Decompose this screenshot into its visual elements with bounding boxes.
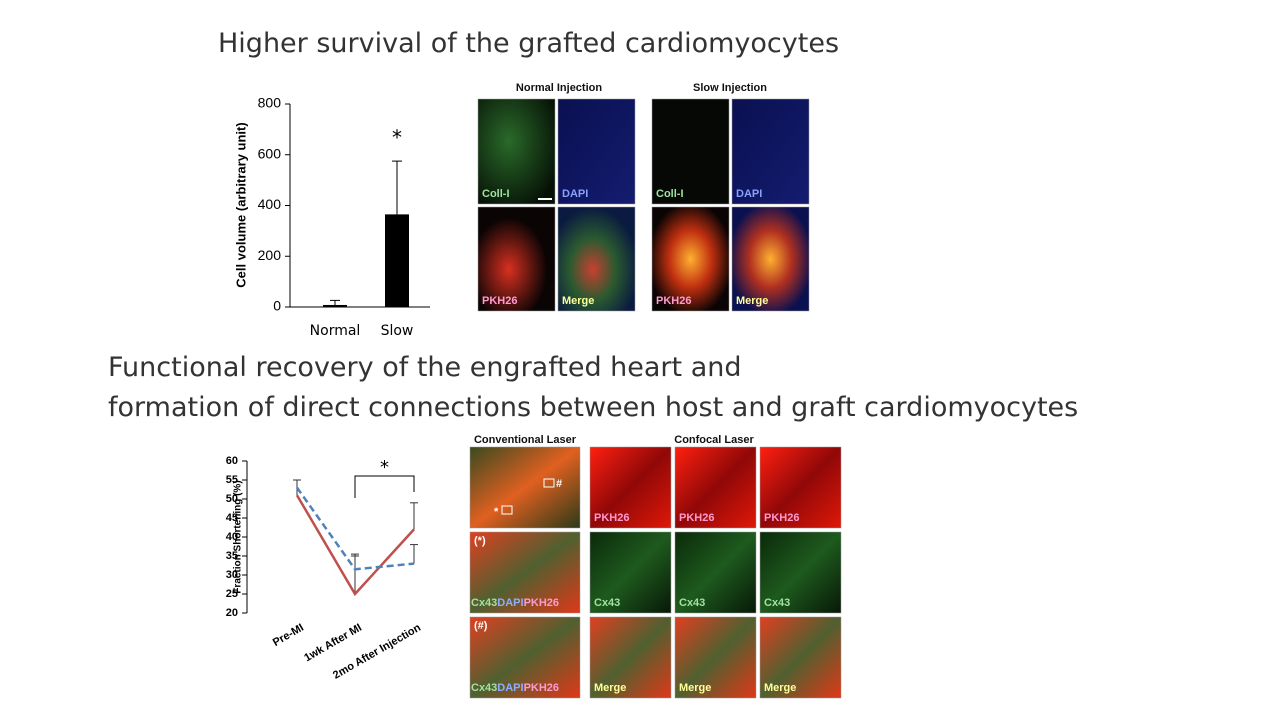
annotation: *: [392, 126, 402, 150]
row-label: (*): [474, 535, 486, 547]
marker: #: [556, 478, 562, 490]
stain-label: PKH26: [524, 682, 559, 694]
error-bar: [410, 544, 418, 564]
bar: [385, 214, 409, 307]
image-label: Merge: [764, 682, 796, 694]
error-bar: [410, 502, 418, 530]
significance-bracket: [354, 475, 415, 498]
image-group-title: Confocal Laser: [674, 434, 754, 446]
image-label: Merge: [562, 295, 594, 307]
image-label: DAPI: [736, 188, 762, 200]
image-label: Merge: [736, 295, 768, 307]
micrograph: [477, 206, 556, 312]
marker: *: [494, 506, 499, 518]
image-label: PKH26: [764, 512, 799, 524]
micrograph: [674, 446, 757, 529]
image-label: PKH26: [594, 512, 629, 524]
error-bar: [351, 553, 359, 570]
line-series: [295, 494, 415, 597]
heading: formation of direct connections between …: [108, 392, 1078, 423]
image-group-title: Normal Injection: [516, 82, 602, 94]
micrograph: [469, 446, 581, 529]
y-tick-label: 20: [226, 607, 238, 619]
x-tick-label: Normal: [310, 323, 361, 339]
micrograph: [557, 206, 636, 312]
y-tick-label: 60: [226, 455, 238, 467]
y-tick-label: 30: [226, 569, 238, 581]
image-label: Coll-I: [482, 188, 510, 200]
annotation: *: [380, 457, 389, 478]
inset-box: [501, 505, 513, 515]
x-tick-label: Slow: [381, 323, 414, 339]
micrograph: [759, 531, 842, 614]
micrograph: [674, 616, 757, 699]
stain-label: PKH26: [524, 597, 559, 609]
image-group-title: Slow Injection: [693, 82, 767, 94]
bar: [323, 304, 347, 307]
micrograph: [589, 616, 672, 699]
image-label: Merge: [679, 682, 711, 694]
image-label: PKH26: [482, 295, 517, 307]
heading: Functional recovery of the engrafted hea…: [108, 352, 742, 383]
micrograph: [477, 98, 556, 205]
y-tick-label: 45: [226, 512, 238, 524]
image-label: Cx43: [594, 597, 620, 609]
micrograph: [731, 206, 810, 312]
micrograph: [731, 98, 810, 205]
micrograph: [759, 616, 842, 699]
inset-box: [543, 478, 555, 488]
y-tick-label: 25: [226, 588, 238, 600]
micrograph: [651, 206, 730, 312]
image-label: Cx43: [764, 597, 790, 609]
micrograph: [469, 531, 581, 614]
image-label: DAPI: [562, 188, 588, 200]
row-label: (#): [474, 620, 488, 632]
y-tick-label: 50: [226, 493, 238, 505]
stain-label: DAPI: [497, 682, 523, 694]
y-tick-label: 35: [226, 550, 238, 562]
image-label: PKH26: [679, 512, 714, 524]
error-bar: [392, 160, 402, 215]
y-tick-label: 55: [226, 474, 238, 486]
micrograph: [557, 98, 636, 205]
line-series: [295, 486, 415, 571]
stain-label: DAPI: [497, 597, 523, 609]
x-tick-label: Pre-MI: [271, 622, 306, 649]
y-tick-label: 200: [258, 247, 282, 263]
micrograph: [589, 446, 672, 529]
micrograph: [674, 531, 757, 614]
y-tick-label: 0: [273, 298, 281, 314]
error-bar: [293, 479, 301, 488]
image-label: Merge: [594, 682, 626, 694]
image-label: Coll-I: [656, 188, 684, 200]
y-axis-label: Cell volume (arbitrary unit): [233, 122, 248, 287]
stain-label: Cx43: [471, 682, 497, 694]
stain-label: Cx43: [471, 597, 497, 609]
y-tick-label: 600: [258, 145, 282, 161]
y-tick-label: 400: [258, 196, 282, 212]
y-axis-label: Fraction Shortening (%): [233, 480, 244, 593]
error-bar: [330, 299, 340, 305]
image-label: PKH26: [656, 295, 691, 307]
image-label: Cx43: [679, 597, 705, 609]
micrograph: [651, 98, 730, 205]
y-tick-label: 800: [258, 95, 282, 111]
micrograph: [589, 531, 672, 614]
micrograph: [759, 446, 842, 529]
heading: Higher survival of the grafted cardiomyo…: [218, 28, 839, 59]
micrograph: [469, 616, 581, 699]
y-tick-label: 40: [226, 531, 238, 543]
image-group-title: Conventional Laser: [474, 434, 577, 446]
